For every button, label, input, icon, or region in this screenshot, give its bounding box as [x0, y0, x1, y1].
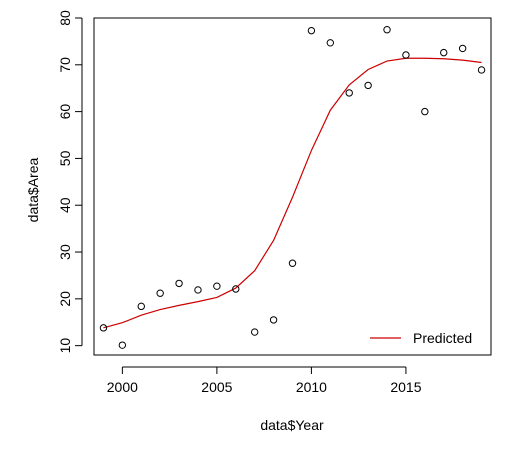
data-point: [364, 81, 372, 90]
legend: Predicted: [362, 322, 488, 352]
data-point: [156, 289, 164, 297]
legend-label-predicted: Predicted: [413, 330, 472, 346]
x-tick-label: 2005: [201, 379, 232, 395]
legend-box: [362, 322, 488, 352]
data-point: [326, 39, 335, 47]
data-point: [232, 285, 240, 293]
data-point: [175, 279, 183, 288]
data-point: [99, 324, 108, 332]
y-tick-label: 70: [57, 57, 73, 73]
data-point: [250, 328, 259, 336]
data-point: [118, 341, 127, 349]
y-tick-label: 40: [57, 197, 73, 213]
y-tick-label: 30: [57, 244, 73, 260]
data-point: [383, 26, 391, 34]
data-point: [458, 44, 467, 53]
y-tick-label: 20: [57, 291, 73, 307]
points-layer: [99, 26, 486, 349]
data-point: [402, 51, 410, 59]
x-tick-label: 2015: [390, 379, 421, 395]
data-point: [307, 26, 316, 35]
y-tick-label: 60: [57, 104, 73, 120]
data-point: [421, 107, 429, 116]
y-tick-label: 80: [57, 10, 73, 26]
series-layer: [103, 57, 482, 329]
x-axis-title: data$Year: [260, 417, 324, 433]
data-point: [477, 66, 486, 74]
data-point: [440, 48, 448, 57]
y-axis: 10 20 30 40 50 60 70 80: [57, 10, 83, 354]
plot-frame: [93, 17, 492, 356]
y-tick-label: 10: [57, 338, 73, 354]
y-tick-label: 50: [57, 150, 73, 166]
y-axis-title: data$Area: [25, 157, 41, 222]
x-tick-label: 2010: [296, 379, 327, 395]
x-tick-label: 2000: [107, 379, 138, 395]
data-point: [137, 302, 145, 311]
series-line-predicted: [103, 57, 482, 329]
x-axis: 2000 2005 2010 2015: [107, 366, 422, 395]
data-point: [345, 89, 353, 97]
data-point: [213, 282, 221, 290]
data-point: [194, 286, 202, 294]
data-point: [288, 259, 297, 267]
data-point: [269, 316, 278, 324]
